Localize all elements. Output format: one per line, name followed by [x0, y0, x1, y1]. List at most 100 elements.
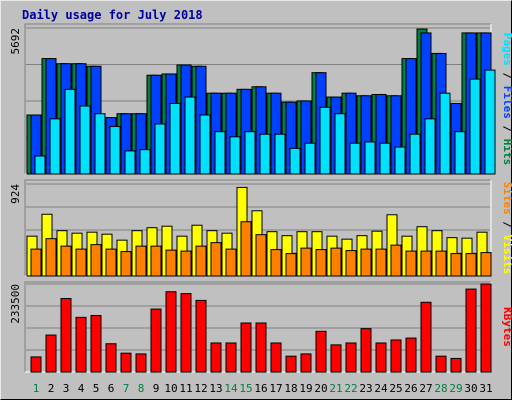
bar-kbytes-day-24: [375, 342, 387, 373]
bar-kbytes-day-8: [135, 353, 147, 373]
day-label-12: 12: [194, 382, 207, 395]
bar-sites-day-28: [435, 250, 447, 277]
bar-kbytes-day-23: [360, 328, 372, 373]
day-label-3: 3: [63, 382, 70, 395]
bar-kbytes-day-17: [270, 342, 282, 373]
bar-sites-day-9: [150, 245, 162, 277]
bar-pages-day-12: [199, 114, 211, 175]
bar-sites-day-26: [405, 250, 417, 277]
bar-sites-day-4: [75, 248, 87, 277]
bar-kbytes-day-26: [405, 337, 417, 373]
day-axis: 1 2 3 4 5 6 7 8 9 10 11 12 13 14 15 16 17 18 19 20 21 22 23 24 2…: [33, 382, 493, 395]
bar-kbytes-day-13: [210, 342, 222, 373]
day-label-11: 11: [179, 382, 192, 395]
bar-pages-day-24: [379, 142, 391, 175]
bar-pages-day-15: [244, 131, 256, 175]
series-pages: [34, 69, 496, 175]
chart-title: Daily usage for July 2018: [22, 8, 203, 22]
bar-sites-day-29: [450, 253, 462, 277]
bar-kbytes-day-29: [450, 357, 462, 373]
day-label-22: 22: [344, 382, 357, 395]
bar-pages-day-27: [424, 118, 436, 175]
bar-pages-day-28: [439, 92, 451, 175]
bar-kbytes-day-2: [45, 334, 57, 373]
bar-pages-day-13: [214, 131, 226, 175]
series-kbytes: [30, 283, 492, 373]
legend-hits: Hits: [501, 139, 512, 166]
chart-panels: 5692 Pages / Files / Hits 924 Sites / Visit…: [9, 23, 512, 373]
bar-sites-day-2: [45, 238, 57, 277]
day-label-19: 19: [299, 382, 312, 395]
bar-kbytes-day-31: [480, 283, 492, 373]
bar-sites-day-1: [30, 248, 42, 277]
plot-border-shadow: [24, 281, 491, 372]
bar-pages-day-20: [319, 106, 331, 175]
day-label-2: 2: [48, 382, 55, 395]
bar-pages-day-9: [154, 123, 166, 175]
bar-kbytes-day-15: [240, 322, 252, 373]
bar-pages-day-10: [169, 102, 181, 175]
bar-pages-day-31: [484, 69, 496, 175]
day-label-20: 20: [314, 382, 327, 395]
bar-kbytes-day-3: [60, 298, 72, 373]
bar-pages-day-16: [259, 133, 271, 175]
day-label-8: 8: [138, 382, 145, 395]
bar-kbytes-day-28: [435, 355, 447, 373]
panel-legend: Pages / Files / Hits: [501, 33, 512, 166]
bar-sites-day-24: [375, 248, 387, 277]
bar-sites-day-11: [180, 250, 192, 277]
day-label-18: 18: [284, 382, 297, 395]
day-label-29: 29: [449, 382, 462, 395]
bar-sites-day-27: [420, 250, 432, 277]
bar-pages-day-1: [34, 155, 46, 175]
plot-border-shadow: [24, 179, 491, 276]
bar-sites-day-3: [60, 245, 72, 277]
bar-sites-day-13: [210, 242, 222, 277]
bar-sites-day-19: [300, 247, 312, 277]
bar-kbytes-day-10: [165, 291, 177, 373]
bar-sites-day-12: [195, 245, 207, 277]
bar-kbytes-day-21: [330, 344, 342, 373]
series-sites: [30, 221, 492, 277]
bar-kbytes-day-18: [285, 355, 297, 373]
bar-kbytes-day-20: [315, 330, 327, 373]
bar-kbytes-day-7: [120, 352, 132, 373]
day-label-10: 10: [164, 382, 177, 395]
bar-pages-day-30: [469, 78, 481, 175]
panel-legend: Sites / Visits: [501, 182, 512, 275]
bar-pages-day-4: [79, 105, 91, 175]
day-label-23: 23: [359, 382, 372, 395]
bar-kbytes-day-9: [150, 308, 162, 373]
bar-pages-day-29: [454, 131, 466, 175]
bar-pages-day-8: [139, 149, 151, 175]
day-label-24: 24: [374, 382, 388, 395]
legend-visits: Visits: [501, 235, 512, 275]
bar-sites-day-7: [120, 251, 132, 277]
day-label-6: 6: [108, 382, 115, 395]
day-label-30: 30: [464, 382, 477, 395]
day-label-16: 16: [254, 382, 267, 395]
bar-pages-day-26: [409, 133, 421, 175]
day-label-13: 13: [209, 382, 222, 395]
bar-pages-day-7: [124, 150, 136, 175]
bar-kbytes-day-4: [75, 316, 87, 373]
bar-pages-day-2: [49, 118, 61, 175]
bar-kbytes-day-1: [30, 356, 42, 373]
bar-sites-day-17: [270, 249, 282, 277]
bar-sites-day-6: [105, 248, 117, 277]
legend-separator: /: [501, 66, 512, 86]
bar-sites-day-16: [255, 234, 267, 277]
bar-sites-day-21: [330, 247, 342, 277]
bar-sites-day-20: [315, 249, 327, 277]
day-label-31: 31: [479, 382, 492, 395]
day-label-15: 15: [239, 382, 252, 395]
bar-sites-day-15: [240, 221, 252, 277]
bar-sites-day-25: [390, 244, 402, 277]
legend-kbytes: KBytes: [501, 307, 512, 347]
bar-kbytes-day-11: [180, 293, 192, 373]
day-label-5: 5: [93, 382, 100, 395]
bar-sites-day-14: [225, 248, 237, 277]
day-label-21: 21: [329, 382, 342, 395]
day-label-9: 9: [153, 382, 160, 395]
